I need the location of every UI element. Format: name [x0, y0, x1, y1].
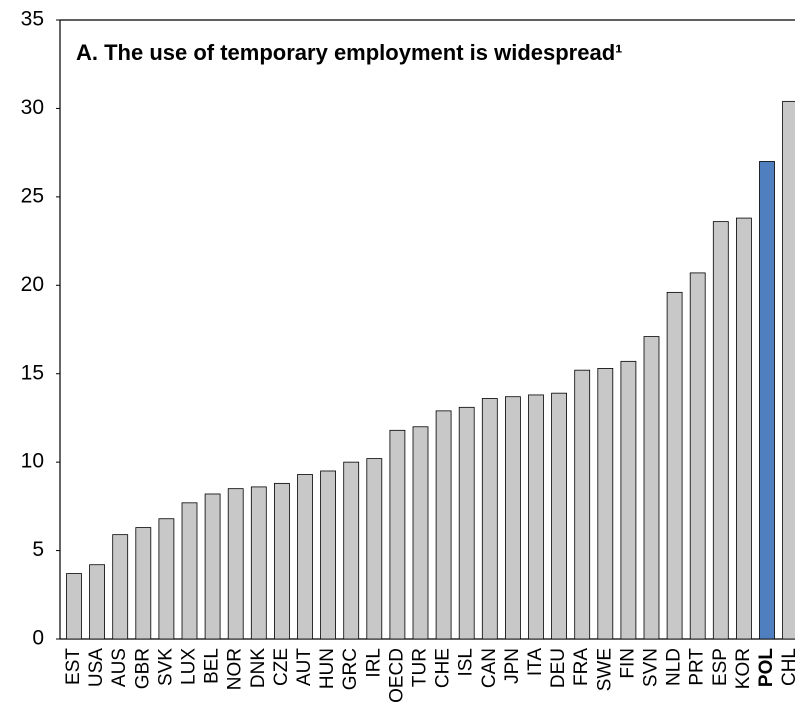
y-tick-label: 5 [32, 538, 44, 561]
bar [620, 360, 637, 640]
bar [712, 221, 729, 640]
y-tick-label: 10 [21, 450, 44, 473]
bar [297, 474, 313, 640]
x-tick-label: HUN [317, 648, 338, 689]
x-tick-label: IRL [363, 648, 384, 678]
bar [227, 488, 244, 640]
y-tick-label: 30 [21, 96, 44, 119]
x-tick-label: JPN [502, 648, 523, 684]
bar [597, 368, 614, 640]
bar [458, 406, 475, 640]
x-tick-label: DNK [248, 648, 269, 688]
bar [666, 291, 683, 640]
bar [759, 161, 775, 640]
x-tick-label: ITA [525, 648, 546, 676]
x-tick-label: GRC [340, 648, 361, 690]
x-tick-label: AUS [109, 648, 130, 687]
x-tick-label: POL [756, 648, 777, 687]
bar [435, 410, 452, 640]
x-tick-label: BEL [202, 648, 223, 684]
bar [481, 398, 498, 640]
x-tick-label: GBR [132, 648, 153, 689]
bar [389, 429, 406, 640]
x-tick-label: OECD [386, 648, 407, 703]
x-tick-label: NOR [225, 648, 246, 690]
bar [135, 527, 152, 640]
x-tick-label: LUX [179, 648, 200, 685]
x-tick-label: TUR [410, 648, 431, 687]
bar [366, 458, 383, 640]
x-tick-label: CHE [433, 648, 454, 688]
bar [504, 396, 521, 640]
bar [643, 336, 660, 640]
bar [273, 482, 290, 640]
x-tick-label: SVN [641, 648, 662, 687]
x-tick-label: SWE [594, 648, 615, 691]
x-tick-label: AUT [294, 648, 315, 686]
chart-title: A. The use of temporary employment is wi… [76, 40, 622, 65]
bar [320, 470, 337, 640]
x-tick-label: USA [86, 648, 107, 687]
bar [736, 217, 752, 640]
y-tick-label: 25 [21, 184, 44, 207]
x-tick-label: KOR [733, 648, 754, 689]
bar [574, 369, 591, 640]
x-tick-label: CAN [479, 648, 500, 688]
x-tick-label: CHL [779, 648, 795, 686]
y-tick-label: 0 [32, 627, 44, 650]
y-tick-label: 35 [21, 8, 44, 31]
bar [689, 272, 706, 640]
x-tick-label: FRA [571, 648, 592, 686]
bar [204, 493, 221, 640]
bar [528, 394, 544, 640]
x-tick-label: CZE [271, 648, 292, 686]
bar [412, 426, 429, 640]
x-tick-label: NLD [664, 648, 685, 686]
bar [343, 461, 360, 640]
bar [66, 573, 82, 640]
y-tick-label: 15 [21, 361, 44, 384]
x-tick-label: EST [63, 648, 84, 685]
x-tick-label: PRT [687, 648, 708, 686]
x-tick-label: FIN [617, 648, 638, 679]
x-tick-label: SVK [155, 648, 176, 686]
bar [181, 502, 198, 640]
bar [112, 534, 129, 640]
y-tick-label: 20 [21, 273, 44, 296]
bar [782, 100, 795, 640]
bar [158, 518, 175, 640]
bar [250, 486, 267, 640]
x-tick-label: ISL [456, 648, 477, 677]
x-tick-label: DEU [548, 648, 569, 688]
bar [551, 392, 567, 640]
bar [89, 564, 105, 640]
x-tick-label: ESP [710, 648, 731, 686]
